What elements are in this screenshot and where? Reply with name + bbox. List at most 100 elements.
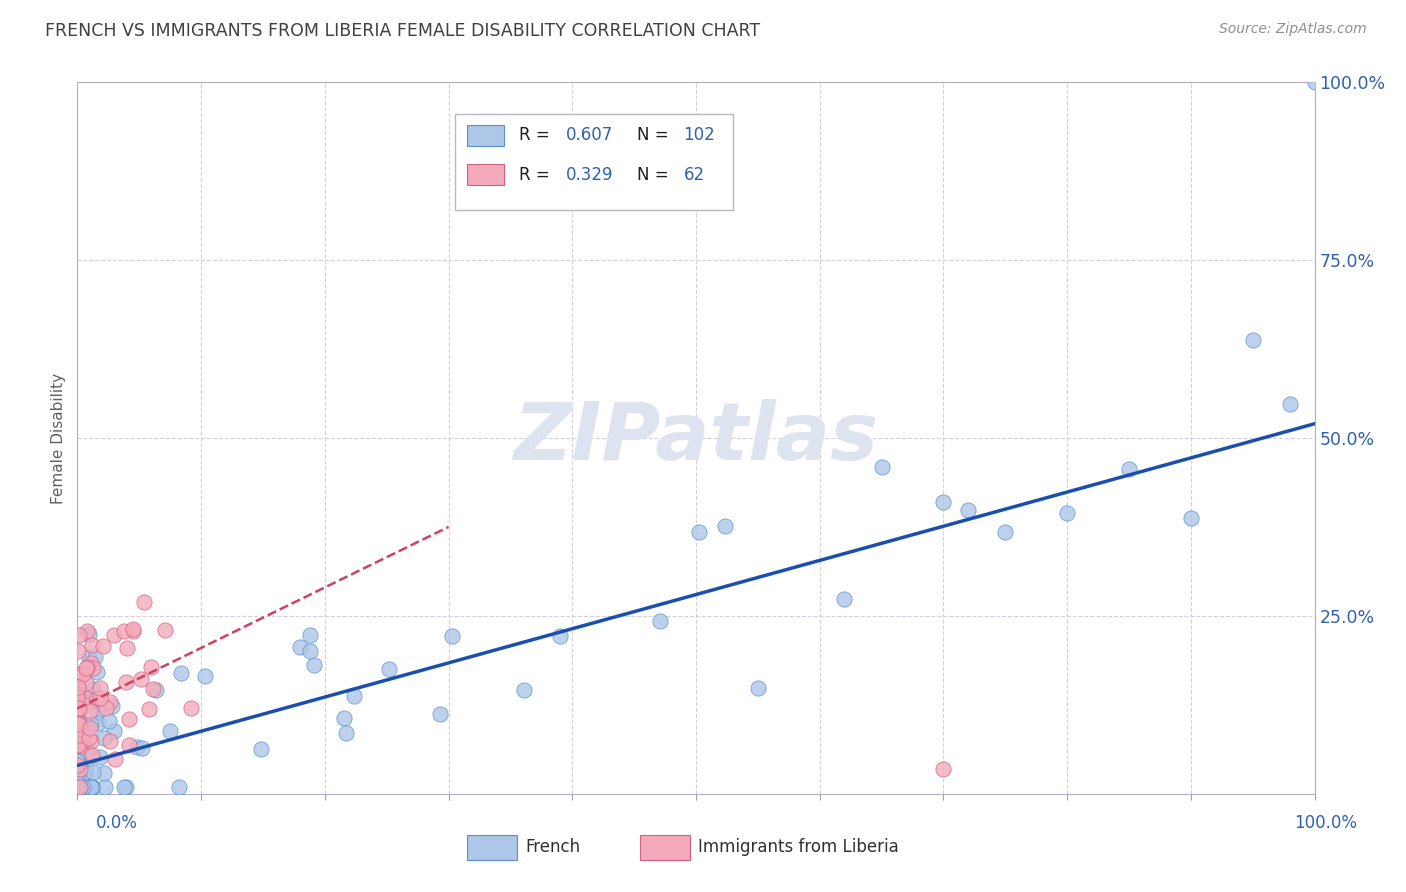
Point bbox=[932, 495, 955, 509]
Point bbox=[66, 754, 89, 768]
Point bbox=[66, 780, 89, 794]
Point bbox=[1180, 510, 1202, 524]
Point bbox=[335, 726, 357, 740]
Point bbox=[75, 759, 97, 773]
Point bbox=[77, 747, 100, 761]
Point bbox=[67, 643, 90, 657]
Point bbox=[290, 640, 312, 654]
Text: 62: 62 bbox=[683, 166, 704, 184]
Point bbox=[66, 747, 89, 761]
Point bbox=[1118, 462, 1140, 476]
Point bbox=[86, 716, 108, 731]
Point bbox=[122, 624, 145, 639]
Point bbox=[84, 649, 107, 664]
Point bbox=[69, 780, 91, 794]
Point bbox=[82, 764, 104, 779]
Point bbox=[170, 665, 193, 680]
Point bbox=[66, 780, 89, 794]
Point bbox=[513, 683, 536, 698]
Point bbox=[100, 734, 122, 748]
Point bbox=[67, 702, 90, 716]
Point bbox=[66, 689, 89, 703]
Point bbox=[932, 762, 955, 776]
Point bbox=[75, 676, 97, 690]
FancyBboxPatch shape bbox=[454, 114, 733, 211]
Point bbox=[66, 780, 89, 794]
Point bbox=[302, 657, 325, 672]
Point bbox=[70, 739, 93, 753]
Point bbox=[870, 459, 893, 474]
Bar bbox=[467, 125, 505, 146]
Point bbox=[101, 699, 124, 714]
Point bbox=[75, 765, 97, 780]
Point bbox=[86, 690, 108, 705]
Point bbox=[80, 747, 103, 762]
Point bbox=[76, 624, 98, 639]
Point bbox=[66, 776, 89, 790]
Point bbox=[429, 706, 451, 721]
Point bbox=[249, 742, 271, 756]
Point bbox=[441, 629, 464, 643]
Text: 100.0%: 100.0% bbox=[1294, 814, 1357, 831]
Point bbox=[91, 639, 114, 653]
Point bbox=[98, 714, 121, 728]
Text: 102: 102 bbox=[683, 127, 716, 145]
Point bbox=[86, 705, 108, 719]
Point bbox=[69, 780, 91, 794]
Point bbox=[1056, 506, 1078, 520]
Point bbox=[66, 732, 89, 747]
Point bbox=[714, 519, 737, 533]
Point bbox=[69, 739, 91, 753]
Point bbox=[67, 769, 90, 783]
Point bbox=[69, 718, 91, 732]
Point bbox=[82, 780, 104, 794]
Point bbox=[93, 766, 115, 780]
Point bbox=[145, 683, 167, 698]
Point bbox=[127, 740, 149, 755]
Point bbox=[69, 717, 91, 731]
Point bbox=[159, 723, 181, 738]
Point bbox=[79, 705, 101, 719]
Point bbox=[66, 698, 89, 713]
Point bbox=[66, 780, 89, 794]
Point bbox=[67, 672, 90, 686]
Point bbox=[69, 721, 91, 735]
Point bbox=[994, 525, 1017, 540]
Bar bbox=[640, 835, 690, 860]
Point bbox=[75, 661, 97, 675]
Point bbox=[66, 722, 89, 736]
Text: Immigrants from Liberia: Immigrants from Liberia bbox=[699, 838, 900, 856]
Point bbox=[73, 780, 96, 794]
Point bbox=[66, 780, 89, 794]
Point bbox=[76, 660, 98, 674]
Point bbox=[77, 627, 100, 641]
Point bbox=[1241, 333, 1264, 347]
Point bbox=[98, 695, 121, 709]
Point bbox=[112, 780, 135, 794]
Point bbox=[142, 681, 165, 696]
Point bbox=[115, 780, 138, 794]
Point bbox=[67, 681, 90, 695]
Point bbox=[141, 660, 163, 674]
Point bbox=[93, 731, 115, 745]
Point bbox=[66, 758, 89, 772]
Point bbox=[72, 765, 94, 780]
Point bbox=[66, 729, 89, 743]
Point bbox=[67, 735, 90, 749]
Point bbox=[89, 690, 111, 705]
Point bbox=[72, 734, 94, 748]
Point bbox=[66, 757, 89, 772]
Point bbox=[69, 780, 91, 794]
Point bbox=[67, 711, 90, 725]
Point bbox=[69, 756, 91, 770]
Point bbox=[688, 524, 710, 539]
Point bbox=[72, 667, 94, 681]
Point bbox=[66, 780, 89, 794]
Point bbox=[72, 780, 94, 794]
Point bbox=[343, 689, 366, 703]
Text: 0.329: 0.329 bbox=[567, 166, 613, 184]
Point bbox=[103, 723, 125, 738]
Point bbox=[67, 628, 90, 642]
Point bbox=[75, 691, 97, 706]
Point bbox=[66, 780, 89, 794]
